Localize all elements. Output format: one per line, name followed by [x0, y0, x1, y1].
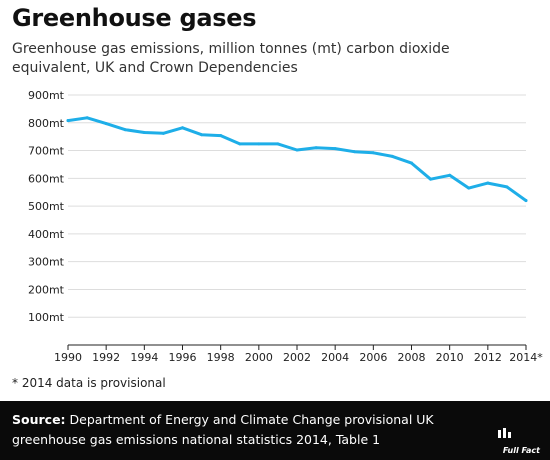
data-point — [219, 134, 223, 138]
data-point — [238, 142, 242, 146]
data-point — [352, 150, 356, 154]
y-tick-label: 100mt — [28, 311, 65, 324]
chart-title: Greenhouse gases — [12, 4, 257, 32]
data-point — [371, 151, 375, 155]
x-tick-label: 2010 — [436, 351, 464, 364]
x-tick-label: 2004 — [321, 351, 349, 364]
x-tick-label: 2002 — [283, 351, 311, 364]
data-point — [429, 177, 433, 181]
data-point — [524, 199, 528, 203]
series-line — [66, 116, 528, 203]
data-point — [123, 128, 127, 132]
data-point — [161, 131, 165, 135]
data-point — [505, 185, 509, 189]
x-tick-label: 1990 — [54, 351, 82, 364]
footnote: * 2014 data is provisional — [12, 376, 166, 390]
data-point — [467, 186, 471, 190]
y-tick-label: 700mt — [28, 145, 65, 158]
x-tick-label: 1992 — [92, 351, 120, 364]
data-point — [448, 173, 452, 177]
gridlines — [68, 94, 526, 318]
x-tick-label: 1994 — [130, 351, 158, 364]
y-tick-label: 300mt — [28, 256, 65, 269]
data-point — [410, 161, 413, 165]
y-tick-label: 800mt — [28, 117, 65, 130]
data-point — [142, 131, 146, 134]
x-tick-label: 2014* — [509, 351, 543, 364]
series-layer — [66, 116, 528, 203]
data-point — [181, 126, 184, 130]
y-tick-label: 200mt — [28, 283, 65, 296]
x-tick-label: 1996 — [169, 351, 197, 364]
x-tick-label: 2006 — [359, 351, 387, 364]
x-axis-ticks: 1990 1992 1994 1996 1998 2000 2002 2004 2006 2008… — [54, 344, 543, 364]
data-point — [486, 181, 490, 185]
footer: Source: Department of Energy and Climate… — [0, 401, 550, 460]
line-chart: 100mt 200mt 300mt 400mt 500mt 600mt 700mt 800mt… — [28, 89, 543, 364]
data-point — [104, 122, 108, 126]
data-point — [390, 154, 394, 158]
data-point — [200, 133, 204, 137]
data-point — [295, 148, 299, 152]
y-axis-ticks: 100mt 200mt 300mt 400mt 500mt 600mt 700mt 800mt… — [28, 89, 65, 324]
source-text: Department of Energy and Climate Change … — [12, 412, 434, 447]
full-fact-logo-icon — [498, 428, 511, 438]
x-tick-label: 2008 — [398, 351, 426, 364]
brand-name: Full Fact — [502, 446, 540, 455]
data-point — [85, 116, 89, 120]
data-point — [66, 119, 70, 123]
x-tick-label: 2000 — [245, 351, 273, 364]
y-tick-label: 400mt — [28, 228, 65, 241]
data-point — [314, 146, 318, 150]
y-tick-label: 600mt — [28, 172, 65, 185]
data-point — [333, 147, 337, 151]
source-note: Source: Department of Energy and Climate… — [12, 410, 492, 450]
source-label: Source: — [12, 412, 66, 427]
data-point — [257, 142, 261, 146]
y-tick-label: 500mt — [28, 200, 65, 213]
x-tick-label: 2012 — [474, 351, 502, 364]
chart-subtitle: Greenhouse gas emissions, million tonnes… — [12, 41, 450, 76]
x-tick-label: 1998 — [207, 351, 235, 364]
y-tick-label: 900mt — [28, 89, 65, 102]
data-point — [276, 142, 280, 146]
